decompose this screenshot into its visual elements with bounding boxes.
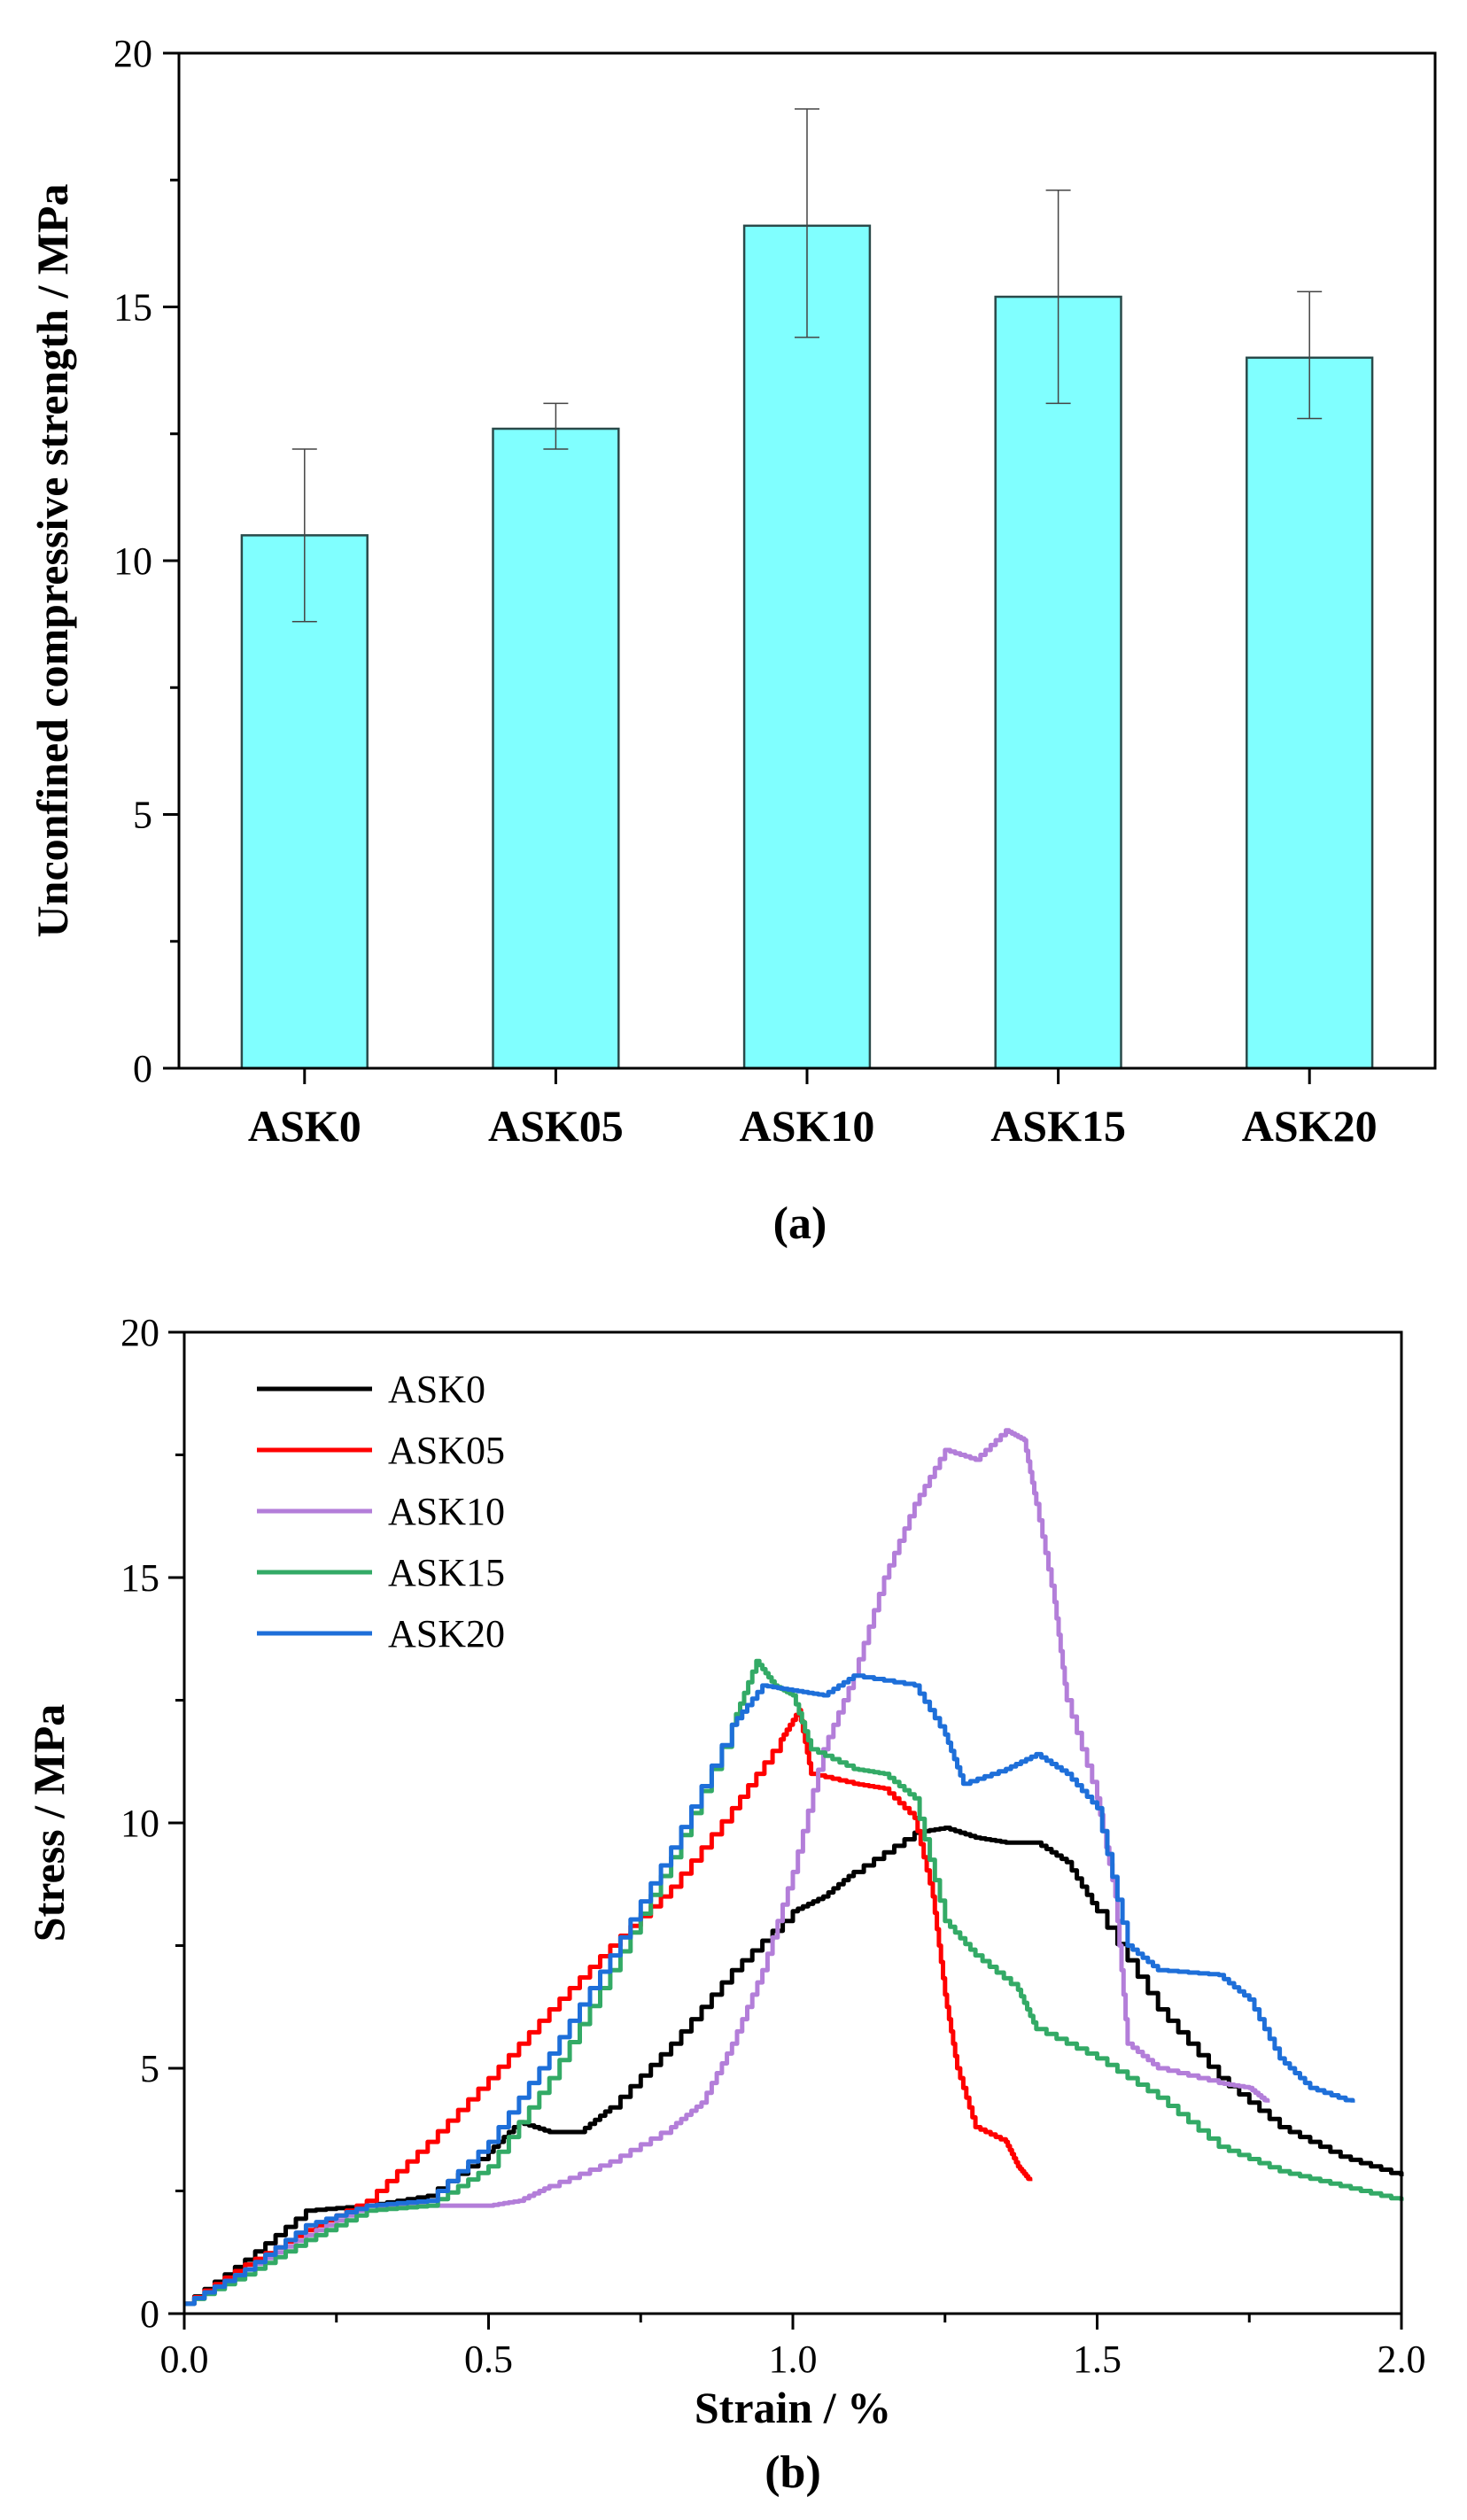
bar-chart-panel: ASK0 ASK05 ASK10 ASK15 ASK20 0 5 10 15 20 Unconfi…: [27, 32, 1437, 1249]
y-tick-label: 20: [113, 32, 152, 75]
error-bar-ask0: [291, 448, 317, 623]
error-bar-group: [291, 108, 1323, 623]
y-tick-label: 15: [113, 286, 152, 330]
y-tick-label: 5: [140, 2047, 159, 2090]
legend-label: ASK0: [388, 1368, 485, 1411]
series-line-ask10: [184, 1428, 1270, 2307]
y-axis-title: Stress / MPa: [24, 1704, 74, 1942]
axis-ticks: 0.0 0.5 1.0 1.5 2.0 0 5 10 15 20: [120, 1311, 1426, 2381]
error-bar-ask20: [1297, 291, 1323, 420]
y-tick-label: 20: [120, 1311, 159, 1354]
x-tick-label: 1.0: [769, 2338, 818, 2381]
x-tick-label: ASK0: [248, 1101, 361, 1151]
bar-ask10: [742, 224, 872, 1070]
legend-label: ASK15: [388, 1551, 505, 1594]
legend-item-ask20: ASK20: [257, 1612, 505, 1655]
legend-item-ask05: ASK05: [257, 1429, 505, 1472]
series-lines: [184, 1428, 1404, 2307]
bar-ask15: [994, 295, 1122, 1070]
y-tick-label: 0: [133, 1047, 152, 1090]
x-tick-label: ASK20: [1242, 1101, 1378, 1151]
plot-frame: [182, 1330, 1403, 2315]
error-bar-ask15: [1045, 189, 1071, 405]
y-tick-label: 10: [113, 539, 152, 583]
legend-item-ask0: ASK0: [257, 1368, 485, 1411]
x-tick-label: ASK15: [990, 1101, 1126, 1151]
legend-label: ASK20: [388, 1612, 505, 1655]
legend-label: ASK05: [388, 1429, 505, 1472]
error-bar-ask10: [795, 108, 819, 338]
x-tick-label: ASK10: [740, 1101, 875, 1151]
x-tick-label: 0.0: [160, 2338, 209, 2381]
series-line-ask0: [184, 1826, 1404, 2307]
legend-item-ask10: ASK10: [257, 1490, 505, 1533]
bar-ask20: [1246, 356, 1374, 1070]
bar-ask05: [492, 427, 620, 1070]
x-tick-label: 0.5: [464, 2338, 513, 2381]
y-tick-label: 10: [120, 1802, 159, 1845]
x-tick-label: ASK05: [488, 1101, 624, 1151]
x-tick-label: 1.5: [1073, 2338, 1122, 2381]
legend-label: ASK10: [388, 1490, 505, 1533]
series-line-ask20: [184, 1673, 1355, 2307]
y-tick-label: 0: [140, 2292, 159, 2336]
bar-group: [240, 224, 1374, 1070]
panel-label: (a): [773, 1198, 827, 1249]
y-axis-title: Unconfined compressive strength / MPa: [27, 184, 77, 938]
x-tick-label: 2.0: [1378, 2338, 1426, 2381]
error-bar-ask05: [543, 402, 569, 450]
legend-item-ask15: ASK15: [257, 1551, 505, 1594]
bar-ask0: [240, 534, 369, 1070]
axis-ticks: ASK0 ASK05 ASK10 ASK15 ASK20 0 5 10 15 20: [113, 32, 1378, 1151]
panel-label: (b): [765, 2447, 821, 2498]
series-line-ask05: [184, 1708, 1033, 2307]
x-axis-title: Strain / %: [695, 2383, 891, 2432]
y-tick-label: 15: [120, 1556, 159, 1600]
y-tick-label: 5: [133, 794, 152, 837]
legend: ASK0 ASK05 ASK10 ASK15 ASK20: [257, 1368, 505, 1655]
